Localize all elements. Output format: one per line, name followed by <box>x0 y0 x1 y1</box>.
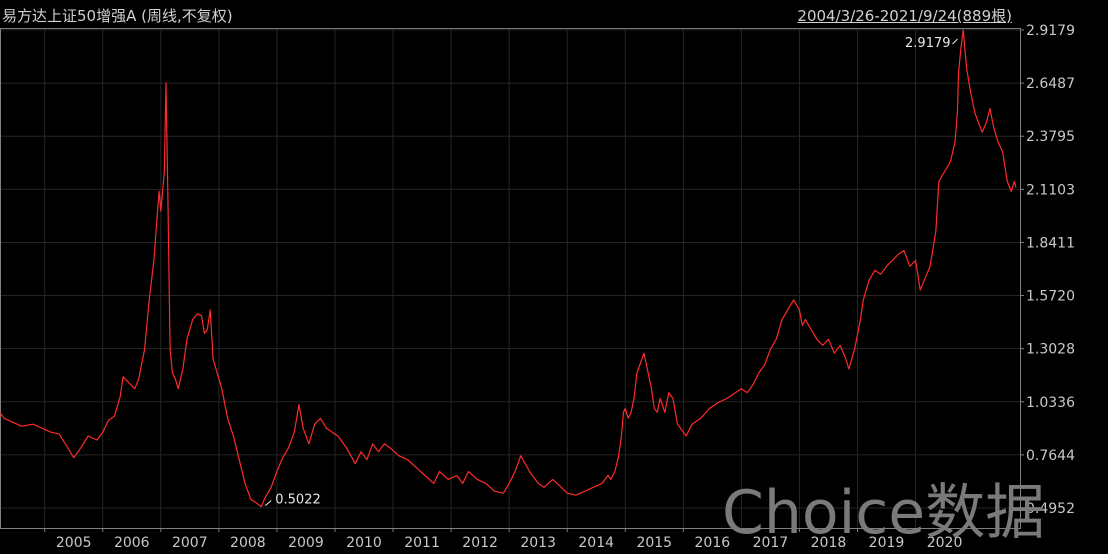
y-axis-ticks: 2.9179 2.6487 2.3795 2.1103 1.8411 1.5720 1.30… <box>1020 23 1075 517</box>
y-tick-label: 1.0336 <box>1026 395 1075 411</box>
x-tick-label: 2008 <box>230 535 266 551</box>
annotation-label: 2.9179 <box>905 36 951 51</box>
plot-frame <box>0 28 1021 529</box>
y-tick-label: 2.3795 <box>1026 129 1075 145</box>
y-tick-label: 1.8411 <box>1026 235 1075 251</box>
date-range[interactable]: 2004/3/26-2021/9/24(889根) <box>797 7 1012 25</box>
x-tick-label: 2012 <box>462 535 498 551</box>
annotation-label: 0.5022 <box>275 493 321 508</box>
nav-series-line <box>0 29 1017 508</box>
watermark: Choice数据 <box>722 478 1046 548</box>
x-tick-label: 2016 <box>695 535 731 551</box>
y-tick-label: 1.5720 <box>1026 289 1075 305</box>
y-tick-label: 2.1103 <box>1026 182 1075 198</box>
x-tick-label: 2010 <box>346 535 382 551</box>
x-tick-label: 2019 <box>869 535 905 551</box>
x-tick-label: 2007 <box>172 535 208 551</box>
grid-lines <box>0 28 1020 528</box>
annotation-arrow <box>952 38 958 45</box>
x-tick-label: 2013 <box>520 535 556 551</box>
y-tick-label: 0.4952 <box>1026 501 1075 517</box>
x-tick-label: 2006 <box>114 535 150 551</box>
y-tick-label: 2.9179 <box>1026 23 1075 39</box>
x-tick-label: 2014 <box>578 535 614 551</box>
x-tick-label: 2015 <box>636 535 672 551</box>
x-tick-label: 2009 <box>288 535 324 551</box>
x-tick-label: 2017 <box>753 535 789 551</box>
y-tick-label: 1.3028 <box>1026 342 1075 358</box>
chart-title: 易方达上证50增强A (周线,不复权) <box>2 7 233 25</box>
x-tick-label: 2020 <box>927 535 963 551</box>
y-tick-label: 2.6487 <box>1026 76 1075 92</box>
x-axis-ticks: 2005 2006 2007 2008 2009 2010 2011 2012 2013 2014… <box>44 528 963 551</box>
x-tick-label: 2011 <box>404 535 440 551</box>
annotation-arrow <box>264 500 272 507</box>
y-tick-label: 0.7644 <box>1026 448 1075 464</box>
x-tick-label: 2018 <box>811 535 847 551</box>
x-tick-label: 2005 <box>56 535 92 551</box>
annotations: 2.9179 0.5022 <box>264 36 958 508</box>
